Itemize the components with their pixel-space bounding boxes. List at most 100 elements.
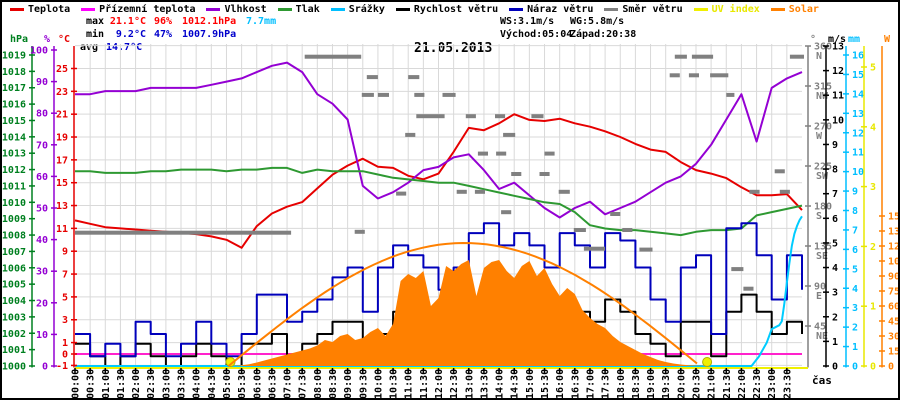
legend-label: Směr větru — [622, 4, 683, 15]
legend-color-dash — [81, 8, 96, 11]
svg-text:08:30: 08:30 — [328, 369, 339, 399]
svg-text:18:00: 18:00 — [616, 369, 627, 399]
svg-text:1015: 1015 — [2, 116, 26, 127]
svg-text:1007: 1007 — [2, 247, 26, 258]
svg-text:2: 2 — [852, 323, 858, 334]
svg-text:21: 21 — [56, 110, 68, 121]
svg-text:16: 16 — [852, 51, 864, 62]
svg-text:E: E — [816, 291, 822, 302]
svg-text:1000: 1000 — [2, 362, 26, 373]
y-axis-pct: 0 10 20 30 40 50 60 70 80 90 100% — [30, 34, 57, 373]
svg-text:07:30: 07:30 — [298, 369, 309, 399]
x-axis-title: čas — [812, 374, 832, 387]
legend-item-8[interactable]: Směr větru — [604, 4, 683, 15]
svg-text:1002: 1002 — [2, 329, 26, 340]
svg-text:10: 10 — [852, 167, 864, 178]
svg-text:1011: 1011 — [2, 181, 26, 192]
min-temp: 9.2°C — [115, 29, 146, 40]
svg-text:07:00: 07:00 — [283, 369, 294, 399]
series-sr-ky — [75, 215, 803, 367]
svg-text:0: 0 — [42, 362, 48, 373]
legend-color-dash — [395, 8, 410, 11]
legend-color-dash — [693, 8, 708, 11]
legend-color-dash — [604, 8, 619, 11]
svg-text:15:00: 15:00 — [525, 369, 536, 399]
avg-temp: 14.7°C — [106, 42, 143, 53]
svg-text:m/s: m/s — [828, 34, 846, 45]
svg-text:5: 5 — [870, 63, 876, 74]
svg-text:3: 3 — [62, 315, 68, 326]
min-pressure: 1007.9hPa — [182, 29, 237, 40]
legend-label: UV index — [711, 4, 760, 15]
svg-text:1350: 1350 — [888, 227, 900, 238]
svg-text:°: ° — [810, 34, 816, 45]
svg-text:150: 150 — [888, 347, 900, 358]
legend-item-9[interactable]: UV index — [693, 4, 760, 15]
svg-text:23:30: 23:30 — [782, 369, 793, 399]
chart-date-title: 21.05.2013 — [414, 41, 493, 56]
svg-text:100: 100 — [30, 46, 48, 57]
series-uv-index — [225, 357, 713, 367]
svg-text:W: W — [884, 34, 891, 45]
svg-text:12:00: 12:00 — [434, 369, 445, 399]
svg-text:90: 90 — [36, 77, 48, 88]
legend-item-4[interactable]: Tlak — [277, 4, 320, 15]
svg-text:19:00: 19:00 — [646, 369, 657, 399]
legend-color-dash — [509, 8, 524, 11]
svg-text:13: 13 — [852, 109, 864, 120]
svg-text:06:30: 06:30 — [267, 369, 278, 399]
svg-text:315: 315 — [814, 82, 832, 93]
svg-text:45: 45 — [814, 322, 826, 333]
svg-text:08:00: 08:00 — [313, 369, 324, 399]
svg-text:270: 270 — [814, 122, 832, 133]
series-vlhkost — [75, 61, 803, 219]
svg-text:12: 12 — [852, 128, 864, 139]
svg-text:6: 6 — [852, 245, 858, 256]
svg-text:11:30: 11:30 — [419, 369, 430, 399]
svg-text:13: 13 — [832, 42, 844, 53]
legend-item-10[interactable]: Solar — [770, 4, 819, 15]
y-axis-hpa: 1000 1001 1002 1003 1004 1005 1006 1007 1008 1009… — [2, 34, 35, 373]
svg-text:11:00: 11:00 — [404, 369, 415, 399]
legend-item-5[interactable]: Srážky — [330, 4, 385, 15]
max-temp: 21.1°C — [109, 16, 146, 27]
svg-text:20:30: 20:30 — [691, 369, 702, 399]
series-tlak — [75, 166, 803, 237]
svg-text:02:30: 02:30 — [146, 369, 157, 399]
svg-text:14: 14 — [852, 89, 864, 100]
svg-text:04:30: 04:30 — [207, 369, 218, 399]
svg-text:22:30: 22:30 — [752, 369, 763, 399]
svg-text:W: W — [816, 131, 823, 142]
legend-item-3[interactable]: Vlhkost — [206, 4, 267, 15]
min-humidity: 47% — [154, 29, 173, 40]
svg-text:13: 13 — [56, 201, 68, 212]
svg-text:5: 5 — [62, 292, 68, 303]
svg-text:3: 3 — [832, 288, 838, 299]
svg-text:1050: 1050 — [888, 257, 900, 268]
svg-text:0: 0 — [888, 362, 894, 373]
legend: Teplota Přízemní teplota Vlhkost Tlak Srážky… — [10, 3, 819, 16]
svg-text:01:30: 01:30 — [116, 369, 127, 399]
svg-text:80: 80 — [36, 109, 48, 120]
max-label: max — [86, 16, 105, 27]
svg-text:1: 1 — [832, 337, 838, 348]
svg-text:4: 4 — [852, 284, 858, 295]
svg-text:13:00: 13:00 — [464, 369, 475, 399]
legend-color-dash — [770, 8, 785, 11]
legend-item-7[interactable]: Náraz větru — [509, 4, 593, 15]
svg-text:16:30: 16:30 — [570, 369, 581, 399]
svg-text:17:00: 17:00 — [585, 369, 596, 399]
svg-text:1008: 1008 — [2, 231, 26, 242]
svg-text:21:30: 21:30 — [722, 369, 733, 399]
legend-item-1[interactable]: Teplota — [10, 4, 70, 15]
svg-text:23: 23 — [56, 87, 68, 98]
svg-text:02:00: 02:00 — [131, 369, 142, 399]
svg-text:0: 0 — [852, 362, 858, 373]
legend-item-6[interactable]: Rychlost větru — [395, 4, 498, 15]
svg-text:1017: 1017 — [2, 83, 26, 94]
svg-text:mm: mm — [848, 34, 860, 45]
svg-text:1200: 1200 — [888, 242, 900, 253]
svg-text:11: 11 — [832, 91, 844, 102]
legend-item-2[interactable]: Přízemní teplota — [81, 4, 195, 15]
svg-text:7: 7 — [852, 225, 858, 236]
